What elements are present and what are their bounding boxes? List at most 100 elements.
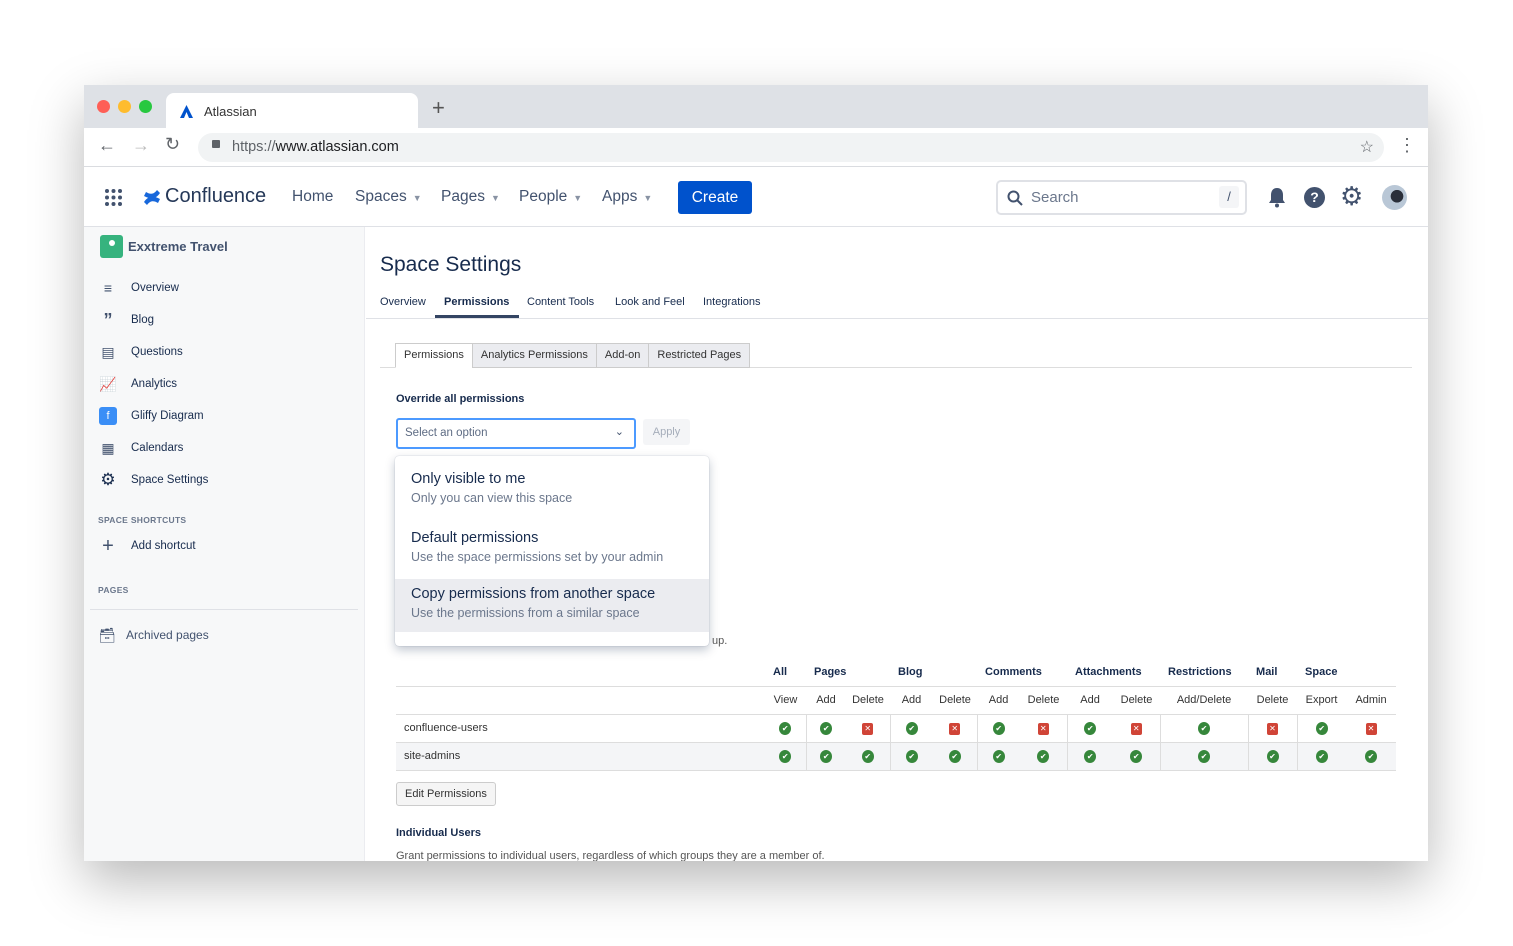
cross-icon: ✕	[1130, 722, 1142, 735]
help-icon[interactable]: ?	[1304, 187, 1325, 208]
app-switcher-icon[interactable]	[105, 189, 122, 206]
check-icon: ✔	[1315, 721, 1328, 735]
sidebar-item-calendars[interactable]: ▦ Calendars	[99, 438, 183, 458]
edit-permissions-button[interactable]: Edit Permissions	[396, 782, 496, 806]
sidebar-item-label: Space Settings	[131, 474, 209, 486]
sidebar-item-gliffy[interactable]: f Gliffy Diagram	[99, 406, 204, 426]
permission-cell: ✔	[1247, 742, 1298, 771]
confluence-header: Confluence Home Spaces ▼ Pages ▼ People ▼ A…	[84, 167, 1428, 227]
permission-cell: ✔	[765, 714, 806, 743]
bookmark-star-icon[interactable]: ☆	[1359, 139, 1374, 156]
url-field[interactable]: https://www.atlassian.com ☆	[198, 133, 1384, 162]
header-spacer	[396, 686, 765, 715]
search-shortcut-hint: /	[1219, 186, 1239, 208]
search-input[interactable]: Search /	[996, 180, 1247, 215]
header-spacer	[396, 658, 765, 687]
subtab-restricted-pages[interactable]: Restricted Pages	[648, 343, 751, 368]
nav-people[interactable]: People ▼	[519, 188, 582, 206]
add-shortcut-button[interactable]: + Add shortcut	[99, 535, 195, 557]
reload-icon[interactable]: ↻	[165, 134, 181, 154]
sidebar-item-label: Analytics	[131, 378, 178, 390]
option-default-permissions[interactable]: Default permissions Use the space permiss…	[395, 523, 709, 571]
group-header: Restrictions	[1160, 658, 1249, 687]
row-name: site-admins	[396, 742, 765, 771]
option-only-visible-to-me[interactable]: Only visible to me Only you can view this…	[395, 464, 709, 512]
sidebar-item-space-settings[interactable]: ⚙ Space Settings	[99, 470, 208, 490]
permission-cell: ✕	[933, 714, 978, 743]
permission-cell: ✔	[976, 714, 1021, 743]
sidebar-item-questions[interactable]: ▤ Questions	[99, 342, 183, 362]
search-placeholder: Search	[1031, 189, 1079, 206]
check-icon: ✔	[905, 749, 918, 763]
space-name[interactable]: Exxtreme Travel	[128, 239, 228, 254]
group-header: Space	[1297, 658, 1397, 687]
lock-icon	[212, 140, 220, 148]
archived-pages-link[interactable]: 🗃 Archived pages	[98, 625, 209, 645]
settings-gear-icon[interactable]: ⚙	[1340, 181, 1364, 211]
apply-button[interactable]: Apply	[643, 419, 690, 445]
analytics-icon: 📈	[99, 375, 117, 392]
permission-cell: ✔	[1159, 742, 1249, 771]
archive-icon: 🗃	[98, 626, 116, 643]
check-icon: ✔	[1130, 749, 1143, 763]
url-scheme: https://	[232, 139, 276, 155]
individual-users-heading: Individual Users	[396, 827, 481, 839]
permission-cell: ✔	[1296, 714, 1347, 743]
row-name: confluence-users	[396, 714, 765, 743]
nav-apps[interactable]: Apps ▼	[602, 188, 652, 206]
browser-tab[interactable]: Atlassian	[166, 93, 418, 130]
tab-content-tools[interactable]: Content Tools	[527, 296, 595, 308]
group-header: Blog	[890, 658, 978, 687]
sidebar: Exxtreme Travel ≡ Overview ” Blog ▤ Questio…	[84, 227, 365, 861]
new-tab-button[interactable]: +	[432, 95, 445, 120]
forward-icon[interactable]: →	[132, 135, 150, 155]
create-button[interactable]: Create	[678, 181, 752, 214]
override-select[interactable]: Select an option ⌄	[396, 418, 636, 449]
permission-cell: ✔	[1346, 742, 1397, 771]
sidebar-item-label: Questions	[131, 346, 183, 358]
back-icon[interactable]: ←	[98, 135, 116, 155]
column-header: View	[765, 686, 806, 715]
check-icon: ✔	[948, 749, 961, 763]
address-bar: ← → ↻ https://www.atlassian.com ☆ ⋮	[84, 128, 1428, 167]
sidebar-item-analytics[interactable]: 📈 Analytics	[99, 374, 177, 394]
permission-cell: ✕	[1113, 714, 1161, 743]
option-title: Only visible to me	[411, 471, 526, 487]
nav-home[interactable]: Home	[292, 188, 334, 205]
tab-permissions[interactable]: Permissions	[444, 296, 510, 308]
user-avatar[interactable]	[1382, 185, 1407, 210]
close-window-icon[interactable]	[97, 100, 110, 113]
permission-cell: ✔	[1113, 742, 1161, 771]
tab-look-and-feel[interactable]: Look and Feel	[615, 296, 685, 308]
permission-cell: ✔	[1159, 714, 1249, 743]
divider	[90, 609, 358, 610]
check-icon: ✔	[820, 721, 833, 735]
tab-overview[interactable]: Overview	[380, 296, 426, 308]
option-copy-permissions[interactable]: Copy permissions from another space Use t…	[395, 579, 709, 632]
chevron-down-icon: ▼	[643, 193, 653, 203]
group-header: Pages	[806, 658, 891, 687]
chevron-down-icon: ▼	[412, 193, 422, 203]
sidebar-item-blog[interactable]: ” Blog	[99, 310, 155, 330]
sidebar-item-overview[interactable]: ≡ Overview	[99, 278, 179, 298]
subtab-permissions[interactable]: Permissions	[395, 343, 473, 368]
nav-pages[interactable]: Pages ▼	[441, 188, 500, 206]
browser-window: Atlassian + ← → ↻ https://www.atlassian.…	[84, 85, 1428, 861]
permission-cell: ✔	[889, 714, 934, 743]
notifications-bell-icon[interactable]	[1267, 187, 1287, 208]
permission-cell: ✔	[1020, 742, 1068, 771]
select-placeholder: Select an option	[405, 427, 488, 439]
minimize-window-icon[interactable]	[118, 100, 131, 113]
maximize-window-icon[interactable]	[139, 100, 152, 113]
subtab-analytics-permissions[interactable]: Analytics Permissions	[471, 343, 597, 368]
overview-icon: ≡	[103, 280, 113, 296]
check-icon: ✔	[779, 749, 792, 763]
nav-spaces[interactable]: Spaces ▼	[355, 188, 422, 206]
check-icon: ✔	[1198, 721, 1211, 735]
browser-menu-icon[interactable]: ⋮	[1398, 135, 1416, 155]
calendar-icon: ▦	[101, 439, 115, 456]
tab-integrations[interactable]: Integrations	[703, 296, 761, 308]
subtab-add-on[interactable]: Add-on	[595, 343, 650, 368]
table-row: site-admins ✔ ✔ ✔ ✔ ✔ ✔ ✔ ✔ ✔ ✔ ✔ ✔ ✔	[396, 742, 1397, 771]
questions-icon: ▤	[101, 343, 115, 360]
